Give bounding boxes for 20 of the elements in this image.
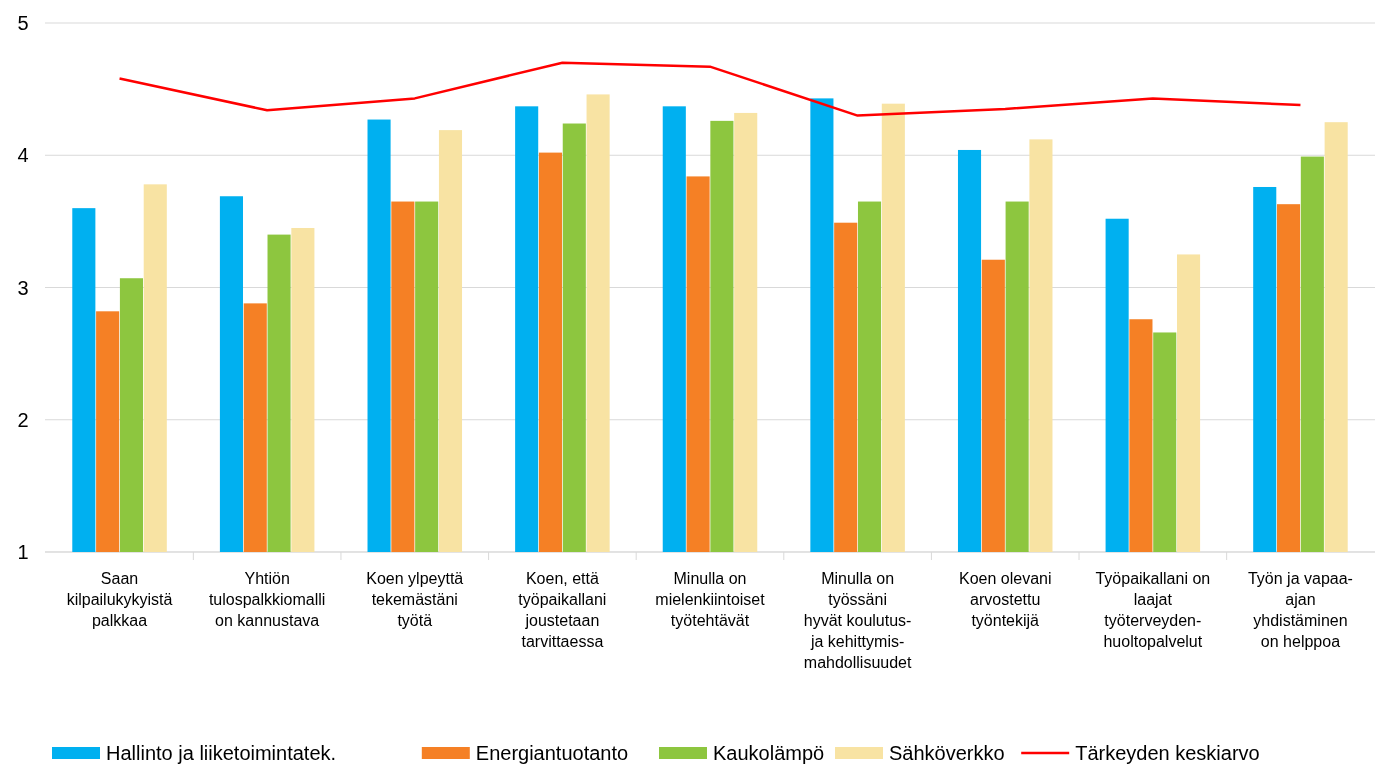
x-tick-label: Saan kilpailukykyistä palkkaa (66, 570, 173, 629)
x-tick-label: Työpaikallani on laajat työterveyden- huoltopalvelut (1095, 570, 1211, 650)
x-tick-label: Koen olevani arvostettu työntekijä (958, 570, 1052, 629)
x-tick-label: Koen, että työpaikallani joustetaan tarvittaessa (518, 570, 607, 650)
y-tick-label: 4 (17, 144, 29, 167)
y-tick-label: 5 (17, 12, 29, 34)
legend-label: Energiantuotanto (475, 742, 629, 764)
legend-label: Tärkeyden keskiarvo (1075, 742, 1260, 764)
y-tick-label: 1 (17, 541, 29, 563)
legend-label: Kaukolämpö (713, 742, 825, 764)
x-tick-label: Minulla on mielenkiintoiset työtehtävät (655, 570, 766, 629)
x-tick-label: Koen ylpeyttä tekemästäni työtä (366, 570, 464, 629)
y-tick-label: 2 (17, 408, 29, 431)
y-tick-label: 3 (17, 276, 29, 299)
x-tick-label: Työn ja vapaa- ajan yhdistäminen on helppoa (1247, 570, 1353, 650)
x-tick-label: Minulla on työssäni hyvät koulutus- ja kehittymis- mahdollisuudet (803, 570, 912, 671)
legend-label: Hallinto ja liiketoimintatek. (106, 742, 337, 764)
x-tick-label: Yhtiön tulospalkkiomalli on kannustava (208, 570, 326, 629)
line-series (118, 61, 1302, 117)
legend-label: Sähköverkko (889, 742, 1005, 764)
